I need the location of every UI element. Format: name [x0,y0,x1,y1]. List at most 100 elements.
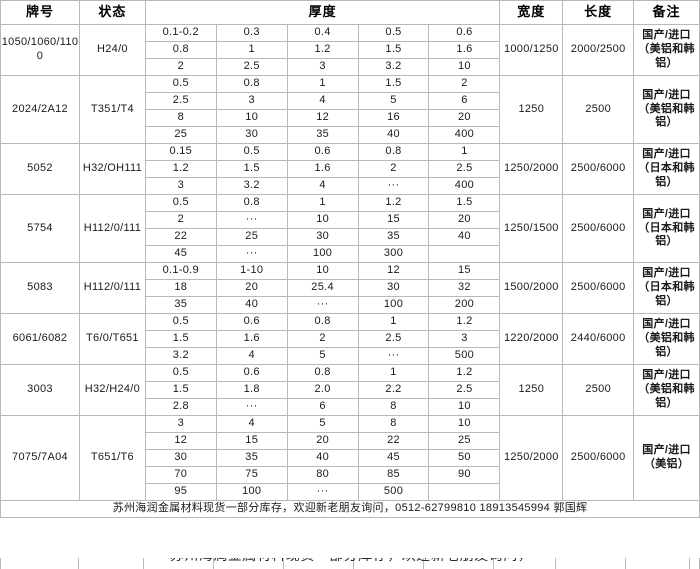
thickness-cell: ··· [215,211,288,229]
thickness-cell: 8 [357,398,430,416]
remark-cell: 国产/进口（美铝和韩铝） [633,364,700,416]
width-cell: 1500/2000 [499,262,564,314]
thickness-cell: 2.8 [144,398,217,416]
thickness-cell: 1 [286,194,359,212]
thickness-cell: 1.6 [286,160,359,178]
thickness-cell: ··· [286,296,359,314]
state-cell: H32/H24/0 [79,364,146,416]
remark-cell: 国产/进口（日本和韩铝） [633,194,700,263]
remark-cell: 国产/进口（美铝和韩铝） [633,313,700,365]
thickness-cell: 2 [357,160,430,178]
thickness-cell: 85 [357,466,430,484]
table-row: 1.5 1.8 2.0 2.2 2.5 [1,381,700,399]
thickness-cell: 30 [286,228,359,246]
header-remark: 备注 [633,0,700,25]
thickness-cell: 12 [357,262,430,280]
thickness-cell: 80 [286,466,359,484]
thickness-cell: 3 [144,177,217,195]
thickness-cell: 3 [144,415,217,433]
cut-cell-width [494,558,556,569]
thickness-cell: 400 [428,177,501,195]
length-cell: 2500/6000 [562,262,635,314]
thickness-cell: 400 [428,126,501,144]
thickness-cell: 1.5 [357,41,430,59]
width-cell: 1250/2000 [499,415,564,501]
thickness-cell: 12 [144,432,217,450]
thickness-cell: 1.5 [215,160,288,178]
length-cell: 2500/6000 [562,143,635,195]
state-cell: H112/0/111 [79,194,146,263]
length-cell: 2440/6000 [562,313,635,365]
thickness-cell: 0.8 [286,364,359,382]
table-row: 1.2 1.5 1.6 2 2.5 [1,160,700,178]
thickness-cell: 0.6 [215,364,288,382]
thickness-cell: 12 [286,109,359,127]
table-row: 5083 H112/0/111 0.1-0.9 1-10 10 12 15 1500/2000… [0,262,700,314]
thickness-cell: 500 [357,483,430,501]
cut-cell-length [556,558,626,569]
thickness-cell: 0.8 [357,143,430,161]
length-cell: 2500/6000 [562,415,635,501]
cut-off-cells [1,558,699,569]
thickness-cell: 1.2 [428,364,501,382]
thickness-cell: 35 [357,228,430,246]
cut-cell-th4 [354,558,424,569]
thickness-cell: 2 [144,58,217,76]
footer-note: 苏州海润金属材料现货一部分库存，欢迎新老朋友询问，0512-62799810 1… [0,500,700,518]
footer-row: 苏州海润金属材料现货一部分库存，欢迎新老朋友询问，0512-62799810 1… [0,500,700,518]
thickness-cell: 1.2 [144,160,217,178]
table-row: 1.5 1.6 2 2.5 3 [1,330,700,348]
thickness-cell: 5 [286,415,359,433]
thickness-cell: 1.8 [215,381,288,399]
table-row: 7075/7A04 T651/T6 3 4 5 8 10 1250/2000 2500/6000… [0,415,700,501]
thickness-cell: ··· [286,483,359,501]
thickness-cell: 95 [144,483,217,501]
table-row: 2024/2A12 T351/T4 0.5 0.8 1 1.5 2 1250 2500 国产/进口… [0,75,700,144]
thickness-cell: 35 [286,126,359,144]
thickness-cell: 40 [215,296,288,314]
thickness-cell: 3 [215,92,288,110]
thickness-cell: 10 [428,398,501,416]
table-row: 2.5 3 4 5 6 [1,92,700,110]
grade-cell: 3003 [0,364,80,416]
table-row: 12 15 20 22 25 [1,432,700,450]
grade-cell: 2024/2A12 [0,75,80,144]
header-width: 宽度 [499,0,564,25]
header-row: 牌号 状态 厚度 宽度 长度 备注 [0,0,700,25]
thickness-cell: 100 [357,296,430,314]
state-cell: H24/0 [79,24,146,76]
length-cell: 2500 [562,75,635,144]
thickness-cell: 3.2 [357,58,430,76]
thickness-cell: 1.6 [215,330,288,348]
thickness-cell: 0.5 [144,364,217,382]
thickness-cell: 70 [144,466,217,484]
thickness-cell: 3 [428,330,501,348]
thickness-cell: 2 [428,75,501,93]
thickness-cell: 1.6 [428,41,501,59]
thickness-cell: 1-10 [215,262,288,280]
thickness-cell: 35 [144,296,217,314]
thickness-cell: 300 [357,245,430,263]
header-thickness: 厚度 [144,0,501,25]
thickness-cell: 1 [286,75,359,93]
table-row: 5052 H32/OH111 0.15 0.5 0.6 0.8 1 1250/2000 2500… [0,143,700,195]
thickness-cell: 200 [428,296,501,314]
header-grade: 牌号 [0,0,80,25]
thickness-cell: 30 [215,126,288,144]
thickness-cell: 15 [357,211,430,229]
thickness-cell: 0.5 [144,313,217,331]
thickness-cell: 2.5 [357,330,430,348]
table-row: 6061/6082 T6/0/T651 0.5 0.6 0.8 1 1.2 1220/2000… [0,313,700,365]
table-row: 18 20 25.4 30 32 [1,279,700,297]
remark-cell: 国产/进口（日本和韩铝） [633,143,700,195]
thickness-cell: 20 [428,109,501,127]
thickness-cell: 1 [215,41,288,59]
cut-cell-state [79,558,144,569]
thickness-cell: 0.1-0.2 [144,24,217,42]
table-row: 2 ··· 10 15 20 [1,211,700,229]
thickness-cell: ··· [215,398,288,416]
table-row: 2.8 ··· 6 8 10 [1,398,700,416]
thickness-cell: 5 [357,92,430,110]
cut-cell-th2 [214,558,284,569]
table-row: 5754 H112/0/111 0.5 0.8 1 1.2 1.5 1250/1500 2500… [0,194,700,263]
